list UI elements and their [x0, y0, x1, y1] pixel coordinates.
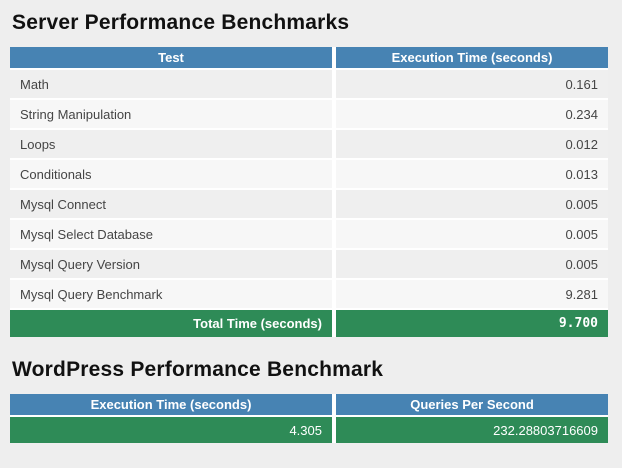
table-row: Mysql Connect 0.005 [10, 190, 608, 220]
test-name-cell: Loops [10, 130, 332, 160]
total-row: Total Time (seconds) 9.700 [10, 310, 608, 337]
test-name-cell: Mysql Query Benchmark [10, 280, 332, 310]
execution-time-cell: 0.005 [332, 220, 608, 250]
column-header-test: Test [10, 47, 332, 70]
table-row: Math 0.161 [10, 70, 608, 100]
execution-time-cell: 0.013 [332, 160, 608, 190]
wordpress-values-row: 4.305 232.28803716609 [10, 417, 608, 443]
execution-time-cell: 9.281 [332, 280, 608, 310]
table-row: Mysql Query Benchmark 9.281 [10, 280, 608, 310]
execution-time-cell: 0.234 [332, 100, 608, 130]
table-row: Mysql Select Database 0.005 [10, 220, 608, 250]
execution-time-cell: 0.012 [332, 130, 608, 160]
execution-time-cell: 0.005 [332, 190, 608, 220]
table-row: String Manipulation 0.234 [10, 100, 608, 130]
test-name-cell: Math [10, 70, 332, 100]
server-benchmarks-title: Server Performance Benchmarks [12, 11, 350, 34]
test-name-cell: Mysql Connect [10, 190, 332, 220]
table-row: Mysql Query Version 0.005 [10, 250, 608, 280]
wordpress-execution-time-cell: 4.305 [10, 417, 332, 443]
total-label-cell: Total Time (seconds) [10, 310, 332, 337]
wordpress-benchmark-table: Execution Time (seconds) Queries Per Sec… [10, 394, 608, 443]
test-name-cell: Mysql Select Database [10, 220, 332, 250]
total-value-cell: 9.700 [332, 310, 608, 337]
column-header-queries-per-second: Queries Per Second [332, 394, 608, 417]
test-name-cell: Mysql Query Version [10, 250, 332, 280]
page: Server Performance Benchmarks Test Execu… [10, 11, 608, 443]
test-name-cell: Conditionals [10, 160, 332, 190]
table-header-row: Execution Time (seconds) Queries Per Sec… [10, 394, 608, 417]
column-header-execution-time: Execution Time (seconds) [10, 394, 332, 417]
execution-time-cell: 0.005 [332, 250, 608, 280]
server-benchmarks-table: Test Execution Time (seconds) Math 0.161… [10, 47, 608, 337]
table-row: Conditionals 0.013 [10, 160, 608, 190]
wordpress-qps-cell: 232.28803716609 [332, 417, 608, 443]
table-row: Loops 0.012 [10, 130, 608, 160]
execution-time-cell: 0.161 [332, 70, 608, 100]
column-header-execution-time: Execution Time (seconds) [332, 47, 608, 70]
test-name-cell: String Manipulation [10, 100, 332, 130]
wordpress-benchmark-title: WordPress Performance Benchmark [12, 358, 384, 381]
table-header-row: Test Execution Time (seconds) [10, 47, 608, 70]
